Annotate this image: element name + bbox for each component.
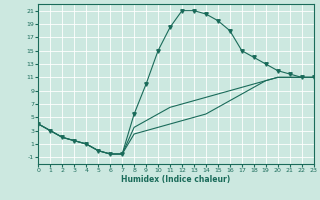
X-axis label: Humidex (Indice chaleur): Humidex (Indice chaleur)	[121, 175, 231, 184]
